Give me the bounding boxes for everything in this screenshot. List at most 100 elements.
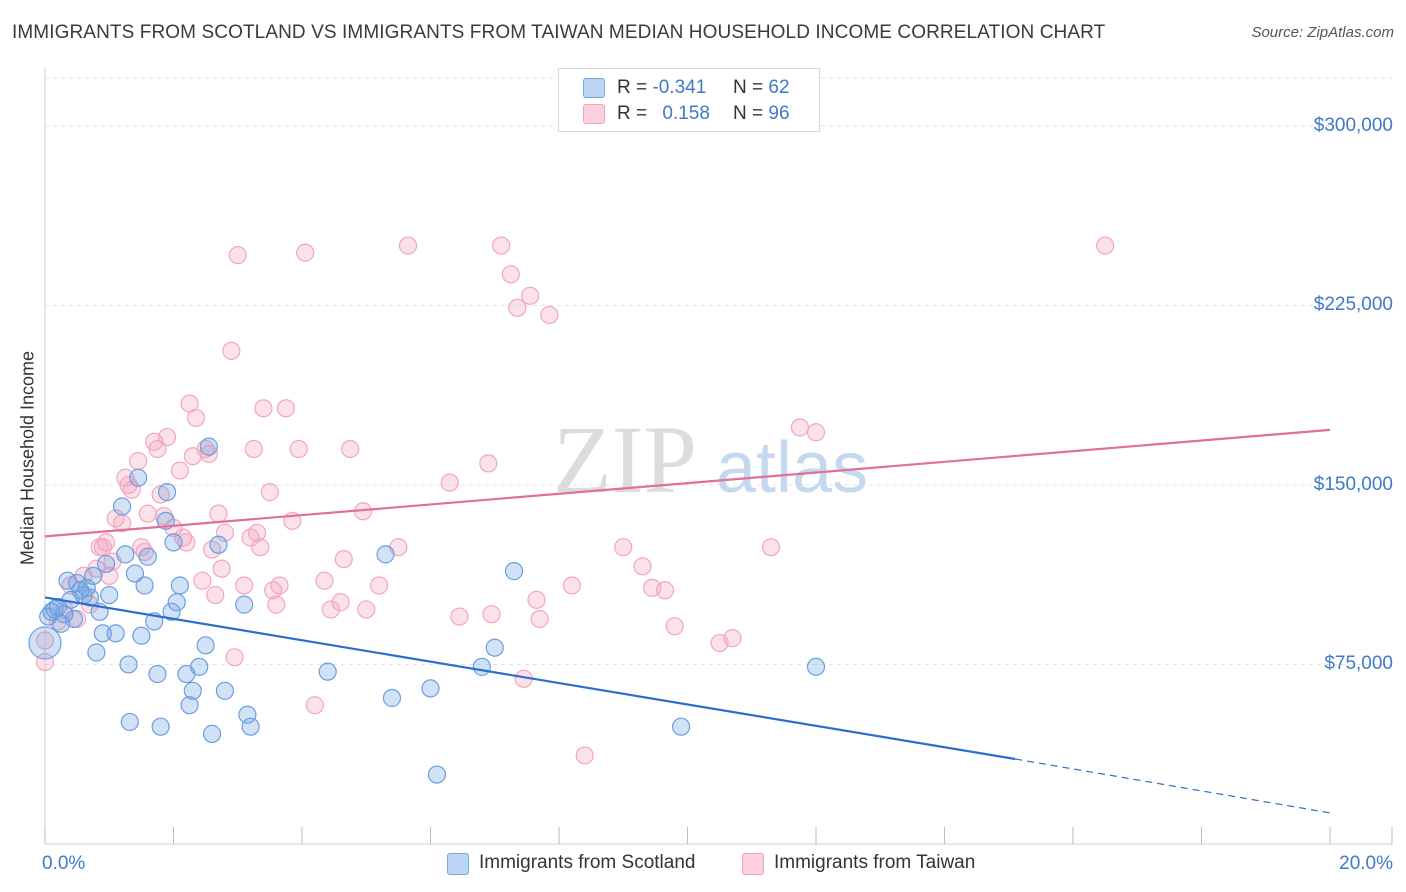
taiwan-point-46 xyxy=(247,523,267,542)
scotland-point-16 xyxy=(100,585,119,605)
scotland-point-24 xyxy=(132,626,151,645)
axes xyxy=(44,68,1393,845)
legend-n-value-taiwan: 96 xyxy=(768,103,790,124)
legend-n-label: N = xyxy=(733,77,764,98)
taiwan-point-58 xyxy=(321,600,341,619)
taiwan-point-51 xyxy=(270,576,289,595)
scotland-point-19 xyxy=(116,545,135,564)
taiwan-point-85 xyxy=(665,617,684,636)
scotland-point-21 xyxy=(120,712,139,732)
taiwan-point-37 xyxy=(209,504,228,523)
scotland-point-44 xyxy=(215,681,234,700)
taiwan-point-75 xyxy=(520,286,540,305)
taiwan-point-78 xyxy=(540,305,559,325)
taiwan-point-82 xyxy=(633,557,652,576)
legend-swatch-scotland xyxy=(583,78,605,98)
legend-n-value-scotland: 62 xyxy=(768,77,790,98)
scotland-point-41 xyxy=(199,437,218,456)
taiwan-point-77 xyxy=(530,609,549,629)
scotland-point-51 xyxy=(421,679,440,698)
taiwan-point-71 xyxy=(492,236,511,255)
scotland-point-11 xyxy=(84,566,103,586)
scotland-point-53 xyxy=(472,657,491,676)
taiwan-point-52 xyxy=(276,399,296,418)
scotland-point-39 xyxy=(190,657,209,676)
taiwan-point-84 xyxy=(655,581,675,600)
legend-swatch-taiwan xyxy=(583,104,605,124)
x-tick-max: 20.0% xyxy=(1339,853,1393,874)
taiwan-point-68 xyxy=(450,607,469,626)
taiwan-point-35 xyxy=(199,444,218,463)
scotland-point-14 xyxy=(93,624,112,643)
legend-swatch-taiwan xyxy=(742,853,764,875)
taiwan-point-66 xyxy=(398,236,418,255)
taiwan-point-69 xyxy=(479,454,498,473)
taiwan-point-11 xyxy=(100,566,119,586)
y-tick-label-1: $150,000 xyxy=(1313,473,1393,495)
legend-r-value-taiwan: 0.158 xyxy=(662,103,710,124)
taiwan-point-33 xyxy=(193,571,212,590)
taiwan-point-67 xyxy=(440,473,459,492)
scotland-point-54 xyxy=(485,638,504,657)
scotland-point-38 xyxy=(183,681,202,700)
taiwan-point-54 xyxy=(289,439,308,459)
scotland-point-22 xyxy=(125,564,145,583)
taiwan-point-26 xyxy=(164,518,183,538)
taiwan-point-72 xyxy=(501,265,520,284)
scotland-point-52 xyxy=(427,765,447,784)
taiwan-point-94 xyxy=(206,585,225,605)
taiwan-point-87 xyxy=(723,629,742,648)
scotland-point-12 xyxy=(87,643,106,662)
taiwan-point-41 xyxy=(225,648,244,667)
scotland-point-48 xyxy=(318,662,337,681)
scotland-point-18 xyxy=(112,497,132,516)
scotland-point-43 xyxy=(209,535,228,554)
scotland-point-45 xyxy=(235,595,254,614)
taiwan-point-27 xyxy=(170,461,190,480)
legend-r-label: R = xyxy=(617,77,648,98)
taiwan-point-95 xyxy=(267,595,286,614)
scotland-point-23 xyxy=(129,468,148,487)
taiwan-point-79 xyxy=(562,576,581,595)
taiwan-point-91 xyxy=(1096,236,1115,255)
taiwan-point-81 xyxy=(614,538,633,557)
taiwan-point-57 xyxy=(315,571,334,590)
scotland-point-42 xyxy=(202,724,222,743)
taiwan-point-88 xyxy=(761,538,781,557)
scotland-point-47 xyxy=(241,717,260,736)
taiwan-points xyxy=(35,236,1115,765)
taiwan-point-45 xyxy=(244,439,263,459)
scotland-point-28 xyxy=(148,664,167,684)
taiwan-point-38 xyxy=(212,559,231,578)
legend-n-label: N = xyxy=(733,103,764,124)
taiwan-point-56 xyxy=(305,696,324,715)
chart-title: IMMIGRANTS FROM SCOTLAND VS IMMIGRANTS F… xyxy=(12,22,1106,43)
legend-swatch-scotland xyxy=(447,853,469,875)
scotland-point-37 xyxy=(180,696,199,715)
taiwan-point-48 xyxy=(254,399,273,418)
scotland-point-26 xyxy=(138,547,157,566)
taiwan-point-49 xyxy=(260,483,279,502)
taiwan-point-80 xyxy=(575,746,594,765)
scotland-trend-line xyxy=(44,596,1016,761)
x-tick-min: 0.0% xyxy=(42,853,86,874)
trend-lines xyxy=(44,428,1331,814)
scotland-point-31 xyxy=(157,483,177,502)
grid-lines xyxy=(45,77,1392,665)
taiwan-point-22 xyxy=(148,439,167,459)
scotland-points xyxy=(28,437,826,784)
taiwan-point-42 xyxy=(228,246,247,265)
taiwan-point-25 xyxy=(157,427,177,447)
taiwan-point-20 xyxy=(138,504,157,523)
taiwan-point-60 xyxy=(334,550,353,569)
scotland-point-15 xyxy=(96,554,116,574)
scotland-trend-extension xyxy=(1015,758,1331,814)
taiwan-point-47 xyxy=(251,538,270,557)
taiwan-point-64 xyxy=(370,576,389,595)
scotland-point-46 xyxy=(238,705,257,724)
taiwan-point-70 xyxy=(482,605,501,624)
watermark-atlas: atlas xyxy=(716,428,868,508)
taiwan-point-55 xyxy=(296,243,315,262)
scotland-point-32 xyxy=(162,602,181,621)
